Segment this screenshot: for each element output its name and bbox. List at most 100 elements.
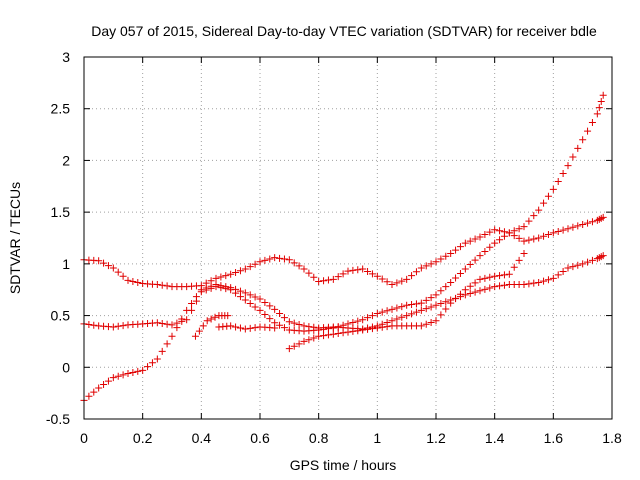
data-point — [134, 278, 142, 286]
data-point — [188, 300, 196, 308]
data-point — [442, 305, 450, 313]
data-point — [271, 254, 279, 262]
data-point — [403, 275, 411, 283]
data-point — [584, 127, 592, 135]
data-point — [520, 281, 528, 289]
data-point — [211, 313, 219, 321]
data-point — [95, 257, 103, 265]
data-point — [549, 185, 557, 193]
data-point — [373, 310, 381, 318]
data-point — [403, 312, 411, 320]
data-point — [383, 323, 391, 331]
y-tick-labels: -0.5 0 0.5 1 1.5 2 2.5 3 — [46, 49, 70, 427]
data-point — [437, 255, 445, 263]
data-point — [520, 223, 528, 231]
data-point — [119, 371, 127, 379]
data-point — [315, 332, 323, 340]
data-point — [329, 275, 337, 283]
data-point — [203, 317, 211, 325]
data-point — [540, 199, 548, 207]
data-point — [481, 274, 489, 282]
data-point — [251, 260, 259, 268]
data-point — [114, 268, 122, 276]
data-point — [285, 345, 293, 353]
data-point — [452, 274, 460, 282]
data-point — [324, 331, 332, 339]
data-point — [163, 320, 171, 328]
data-point — [471, 288, 479, 296]
data-point — [144, 363, 152, 371]
data-point — [579, 221, 587, 229]
data-point — [544, 276, 552, 284]
data-point — [246, 300, 254, 308]
x-axis-label: GPS time / hours — [290, 457, 397, 473]
data-point — [246, 291, 254, 299]
data-point — [104, 377, 112, 385]
data-point — [354, 317, 362, 325]
data-point — [466, 290, 474, 298]
data-point — [442, 298, 450, 306]
data-point — [192, 293, 200, 301]
data-point — [564, 264, 572, 272]
data-point — [476, 233, 484, 241]
y-tick-label: 1.5 — [51, 204, 71, 220]
data-point — [212, 281, 220, 289]
data-point — [476, 287, 484, 295]
data-point — [329, 330, 337, 338]
data-point — [232, 285, 240, 293]
data-point — [554, 227, 562, 235]
data-point — [359, 265, 367, 273]
data-point — [422, 305, 430, 313]
data-point — [90, 321, 98, 329]
data-point — [251, 324, 259, 332]
data-point — [95, 384, 103, 392]
data-point — [271, 305, 279, 313]
data-point — [344, 267, 352, 275]
data-point — [173, 324, 181, 332]
data-point — [100, 381, 108, 389]
data-point — [276, 310, 284, 318]
data-point — [412, 308, 420, 316]
data-point — [178, 315, 186, 323]
data-point — [466, 261, 474, 269]
data-point — [280, 324, 288, 332]
data-point — [412, 268, 420, 276]
data-point — [217, 282, 225, 290]
data-point — [525, 217, 533, 225]
data-point — [476, 275, 484, 283]
data-point — [119, 272, 127, 280]
data-point — [481, 247, 489, 255]
data-point — [515, 225, 523, 233]
data-point — [599, 252, 607, 260]
data-point — [383, 278, 391, 286]
data-point — [324, 276, 332, 284]
data-point — [261, 298, 269, 306]
data-point — [295, 340, 303, 348]
y-tick-label: -0.5 — [46, 411, 70, 427]
data-point — [496, 227, 504, 235]
data-point — [212, 274, 220, 282]
data-point — [197, 286, 205, 294]
x-tick-label: 1 — [373, 430, 381, 446]
data-point — [388, 305, 396, 313]
data-point — [339, 329, 347, 337]
data-point — [422, 262, 430, 270]
data-point — [491, 283, 499, 291]
data-point — [232, 323, 240, 331]
data-point — [241, 296, 249, 304]
data-point — [191, 332, 199, 340]
data-point — [398, 277, 406, 285]
data-point — [246, 324, 254, 332]
data-point — [183, 316, 191, 324]
x-tick-label: 0.6 — [250, 430, 270, 446]
data-point — [285, 318, 293, 326]
chart-title: Day 057 of 2015, Sidereal Day-to-day VTE… — [91, 23, 597, 39]
data-point — [471, 256, 479, 264]
data-point — [535, 206, 543, 214]
data-point — [530, 235, 538, 243]
data-point — [364, 314, 372, 322]
data-point — [378, 308, 386, 316]
data-point — [295, 321, 303, 329]
data-point — [540, 277, 548, 285]
data-point — [276, 321, 284, 329]
